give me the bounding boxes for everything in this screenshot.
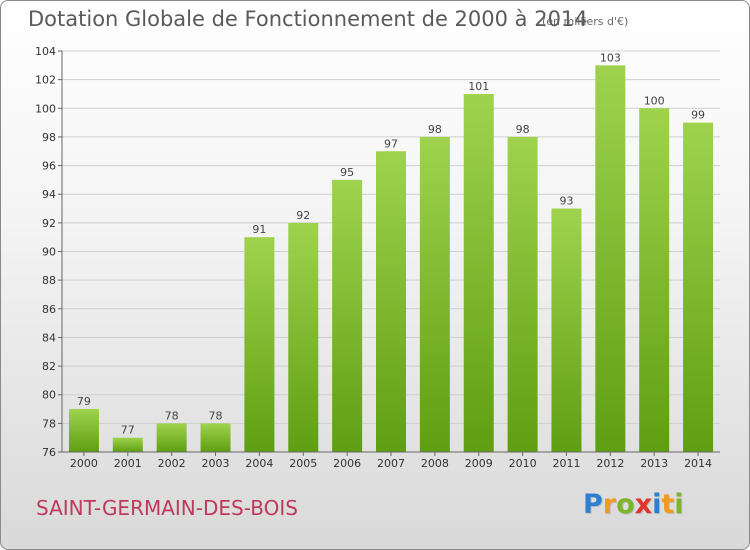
bar-2006 <box>332 179 363 452</box>
data-label: 78 <box>209 409 223 422</box>
y-tick-label: 96 <box>42 160 56 173</box>
data-label: 103 <box>600 51 621 64</box>
data-label: 95 <box>340 166 354 179</box>
logo-letter: i <box>674 489 684 520</box>
y-tick-label: 98 <box>42 131 56 144</box>
chart-title: Dotation Globale de Fonctionnement de 20… <box>28 7 588 31</box>
logo-letter: t <box>661 489 675 520</box>
x-tick-label: 2007 <box>377 457 405 470</box>
x-tick-label: 2000 <box>70 457 98 470</box>
x-tick-label: 2004 <box>245 457 273 470</box>
y-tick-label: 102 <box>35 74 56 87</box>
bar-2008 <box>419 136 450 452</box>
data-label: 97 <box>384 137 398 150</box>
y-tick-label: 84 <box>42 331 56 344</box>
bar-2001 <box>112 437 143 452</box>
x-tick-label: 2010 <box>509 457 537 470</box>
data-label: 77 <box>121 424 135 437</box>
x-tick-label: 2014 <box>684 457 712 470</box>
x-tick-label: 2011 <box>552 457 580 470</box>
bar-2005 <box>288 222 319 452</box>
bar-2009 <box>463 93 494 452</box>
proxiti-logo: Proxiti <box>583 489 684 520</box>
data-label: 99 <box>691 109 705 122</box>
x-tick-label: 2001 <box>114 457 142 470</box>
logo-letter: r <box>602 489 617 520</box>
data-label: 98 <box>516 123 530 136</box>
y-tick-label: 82 <box>42 360 56 373</box>
data-label: 91 <box>252 223 266 236</box>
bar-2004 <box>244 237 275 452</box>
y-tick-label: 92 <box>42 217 56 230</box>
bar-2012 <box>595 65 626 453</box>
unit-note: (en milliers d'€) <box>542 15 629 28</box>
y-tick-label: 80 <box>42 389 56 402</box>
logo-letter: i <box>652 489 662 520</box>
y-tick-label: 90 <box>42 246 56 259</box>
y-tick-label: 86 <box>42 303 56 316</box>
bar-2014 <box>683 122 714 452</box>
logo-letter: P <box>583 489 603 520</box>
data-labels: 79 77 78 78 91 92 95 97 98 101 98 93 103 100 99 <box>77 51 705 436</box>
x-tick-label: 2006 <box>333 457 361 470</box>
y-tick-label: 94 <box>42 188 56 201</box>
data-label: 98 <box>428 123 442 136</box>
x-tick-label: 2013 <box>640 457 668 470</box>
y-tick-label: 104 <box>35 45 56 58</box>
logo-letter: x <box>634 489 653 520</box>
data-label: 101 <box>468 80 489 93</box>
bar-chart: 79 77 78 78 91 92 95 97 98 101 98 93 103 100 99 76 78 80… <box>35 45 720 470</box>
x-tick-label: 2008 <box>421 457 449 470</box>
data-label: 93 <box>559 195 573 208</box>
y-tick-label: 78 <box>42 417 56 430</box>
bar-2013 <box>639 108 670 453</box>
data-label: 79 <box>77 395 91 408</box>
data-label: 78 <box>165 409 179 422</box>
y-tick-label: 100 <box>35 102 56 115</box>
data-label: 100 <box>644 94 665 107</box>
axes: 76 78 80 82 84 86 88 90 92 94 96 98 100 102 104 2000 200… <box>35 45 720 470</box>
x-tick-label: 2009 <box>465 457 493 470</box>
bar-2002 <box>156 423 187 452</box>
x-tick-label: 2012 <box>596 457 624 470</box>
x-tick-label: 2005 <box>289 457 317 470</box>
data-label: 92 <box>296 209 310 222</box>
y-tick-label: 76 <box>42 446 56 459</box>
bar-2003 <box>200 423 231 452</box>
x-tick-label: 2003 <box>202 457 230 470</box>
y-tick-label: 88 <box>42 274 56 287</box>
bars <box>68 65 714 453</box>
logo-letter: o <box>616 489 635 520</box>
bar-2010 <box>507 136 538 452</box>
commune-name: SAINT-GERMAIN-DES-BOIS <box>36 496 298 520</box>
bar-2000 <box>68 409 99 452</box>
bar-2011 <box>551 208 582 452</box>
bar-2007 <box>376 151 406 452</box>
x-tick-label: 2002 <box>158 457 186 470</box>
